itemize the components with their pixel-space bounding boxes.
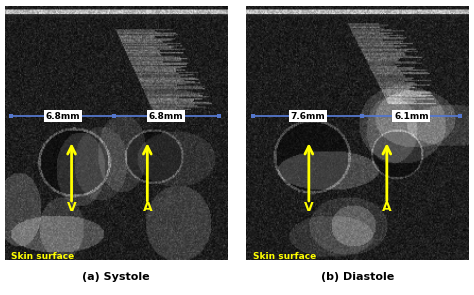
Text: (b) Diastole: (b) Diastole — [321, 272, 394, 282]
Text: Skin surface: Skin surface — [253, 252, 317, 261]
Text: 7.6mm: 7.6mm — [291, 112, 325, 121]
Text: (a) Systole: (a) Systole — [82, 272, 150, 282]
Text: V: V — [304, 201, 314, 214]
Text: 6.1mm: 6.1mm — [394, 112, 428, 121]
Text: 6.8mm: 6.8mm — [46, 112, 80, 121]
Text: Skin surface: Skin surface — [11, 252, 75, 261]
Text: V: V — [67, 201, 76, 214]
Text: A: A — [382, 201, 392, 214]
Text: 6.8mm: 6.8mm — [149, 112, 183, 121]
Text: A: A — [143, 201, 152, 214]
